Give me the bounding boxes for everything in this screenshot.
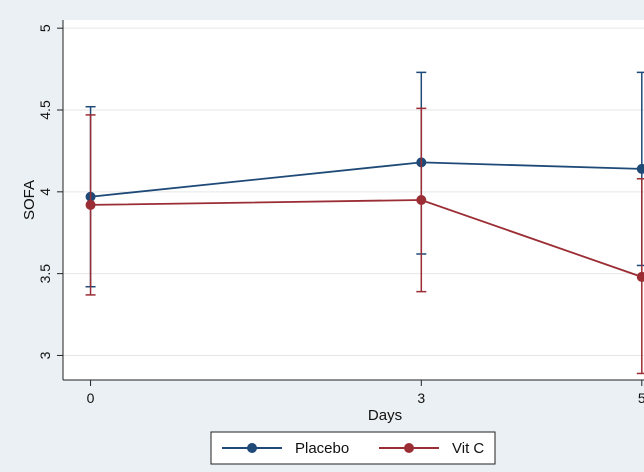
- x-ticks: 0 3 5: [87, 380, 644, 406]
- legend: Placebo Vit C: [210, 431, 496, 465]
- legend-vitc-marker: [404, 443, 414, 453]
- x-tick-label: 5: [638, 390, 644, 406]
- x-tick-label: 3: [417, 390, 425, 406]
- series-layer: [85, 71, 644, 375]
- y-tick-label: 4.5: [37, 100, 53, 120]
- y-tick-label: 4: [37, 188, 53, 196]
- y-tick-label: 3.5: [37, 264, 53, 284]
- legend-placebo-label: Placebo: [295, 440, 349, 457]
- plot-area: [63, 20, 644, 380]
- y-tick-label: 3: [37, 351, 53, 359]
- y-ticks: 3 3.5 4 4.5 5: [37, 24, 63, 359]
- data-point: [636, 163, 644, 174]
- data-point: [85, 199, 96, 210]
- x-tick-label: 0: [87, 390, 95, 406]
- y-tick-label: 5: [37, 24, 53, 32]
- x-axis-title: Days: [368, 407, 402, 424]
- gridlines: [63, 27, 644, 356]
- series-vit-c: [85, 107, 644, 375]
- y-axis-title: SOFA: [21, 180, 38, 220]
- data-point: [636, 271, 644, 282]
- legend-placebo-marker: [247, 443, 257, 453]
- axes: [62, 20, 644, 381]
- data-point: [416, 195, 427, 205]
- legend-vitc-label: Vit C: [452, 440, 484, 457]
